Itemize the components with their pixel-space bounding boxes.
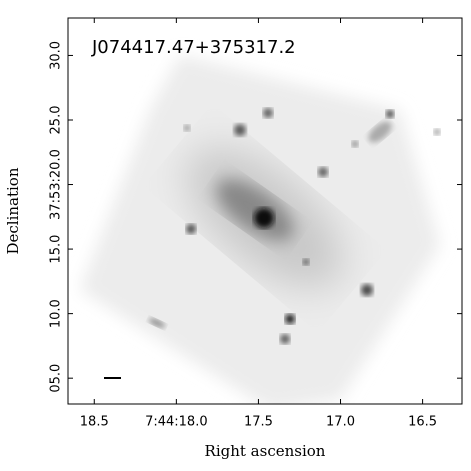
x-tick-label: 16.5 [408,415,437,430]
x-tick-label: 18.5 [80,415,109,430]
y-tick-label: 15.0 [49,235,64,264]
chart-title: J074417.47+375317.2 [91,37,296,58]
y-tick-label: 25.0 [49,106,64,135]
x-tick-label: 17.5 [244,415,273,430]
y-tick-label: 05.0 [49,364,64,393]
sky-image [80,55,440,404]
x-axis-label: Right ascension [205,442,326,460]
y-axis-label: Declination [4,167,22,254]
x-tick-label: 7:44:18.0 [145,415,208,430]
plot-frame [67,17,463,405]
y-tick-label: 10.0 [49,299,64,328]
x-tick-label: 17.0 [326,415,355,430]
y-tick-label: 30.0 [49,41,64,70]
y-tick-label: 37:53:20.0 [49,149,64,220]
